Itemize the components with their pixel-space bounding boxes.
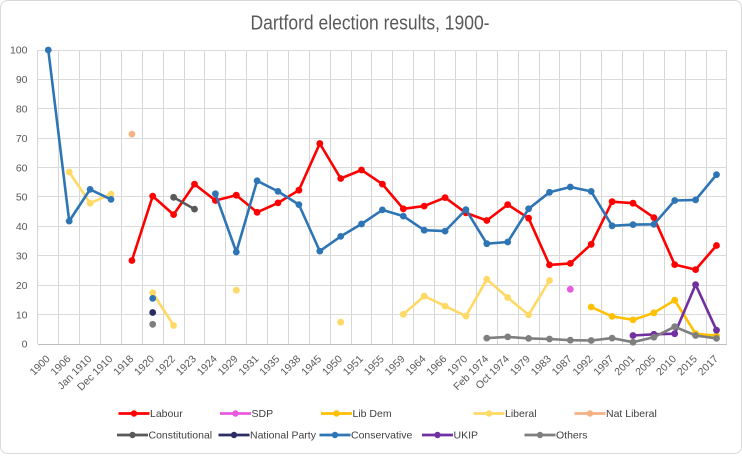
svg-text:80: 80 <box>16 104 28 116</box>
svg-text:10: 10 <box>16 309 28 321</box>
svg-text:20: 20 <box>16 280 28 292</box>
svg-text:50: 50 <box>16 192 28 204</box>
svg-text:100: 100 <box>10 45 28 57</box>
svg-text:40: 40 <box>16 221 28 233</box>
svg-text:Others: Others <box>556 430 588 442</box>
svg-text:0: 0 <box>22 339 28 351</box>
svg-text:Conservative: Conservative <box>351 430 412 442</box>
svg-text:Constitutional: Constitutional <box>149 430 213 442</box>
svg-text:Labour: Labour <box>150 408 183 420</box>
svg-text:Nat Liberal: Nat Liberal <box>606 408 657 420</box>
svg-text:30: 30 <box>16 251 28 263</box>
svg-text:National Party: National Party <box>250 430 317 442</box>
svg-text:70: 70 <box>16 133 28 145</box>
svg-text:Liberal: Liberal <box>505 408 537 420</box>
svg-text:UKIP: UKIP <box>454 430 479 442</box>
svg-text:60: 60 <box>16 162 28 174</box>
svg-text:Lib Dem: Lib Dem <box>353 408 392 420</box>
svg-text:SDP: SDP <box>252 408 274 420</box>
svg-text:Dartford election results, 190: Dartford election results, 1900- <box>251 13 490 35</box>
svg-text:90: 90 <box>16 74 28 86</box>
